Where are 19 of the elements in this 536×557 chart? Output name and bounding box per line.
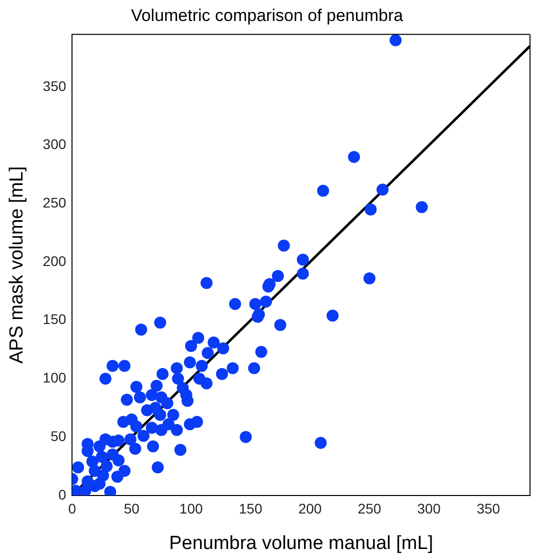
x-tick-label: 250 bbox=[358, 500, 382, 517]
x-tick-label: 200 bbox=[298, 500, 322, 517]
x-tick-label: 300 bbox=[417, 500, 441, 517]
y-tick-label: 50 bbox=[50, 428, 66, 444]
y-tick-label: 350 bbox=[42, 78, 66, 94]
chart-title: Volumetric comparison of penumbra bbox=[130, 6, 404, 25]
y-tick-label: 300 bbox=[42, 136, 66, 152]
y-axis-title: APS mask volume [mL] bbox=[6, 166, 28, 364]
y-tick-label: 100 bbox=[42, 370, 66, 386]
x-tick-label: 0 bbox=[68, 500, 76, 517]
x-tick-label: 150 bbox=[238, 500, 262, 517]
x-tick-label: 50 bbox=[124, 500, 140, 517]
x-tick-label: 100 bbox=[179, 500, 203, 517]
y-tick-label: 200 bbox=[42, 252, 66, 269]
y-tick-label: 0 bbox=[58, 486, 66, 502]
x-tick-label: 350 bbox=[476, 500, 500, 517]
y-tick-label: 250 bbox=[42, 194, 66, 210]
x-axis-title: Penumbra volume manual [mL] bbox=[169, 532, 434, 554]
y-tick-label: 150 bbox=[42, 311, 66, 328]
